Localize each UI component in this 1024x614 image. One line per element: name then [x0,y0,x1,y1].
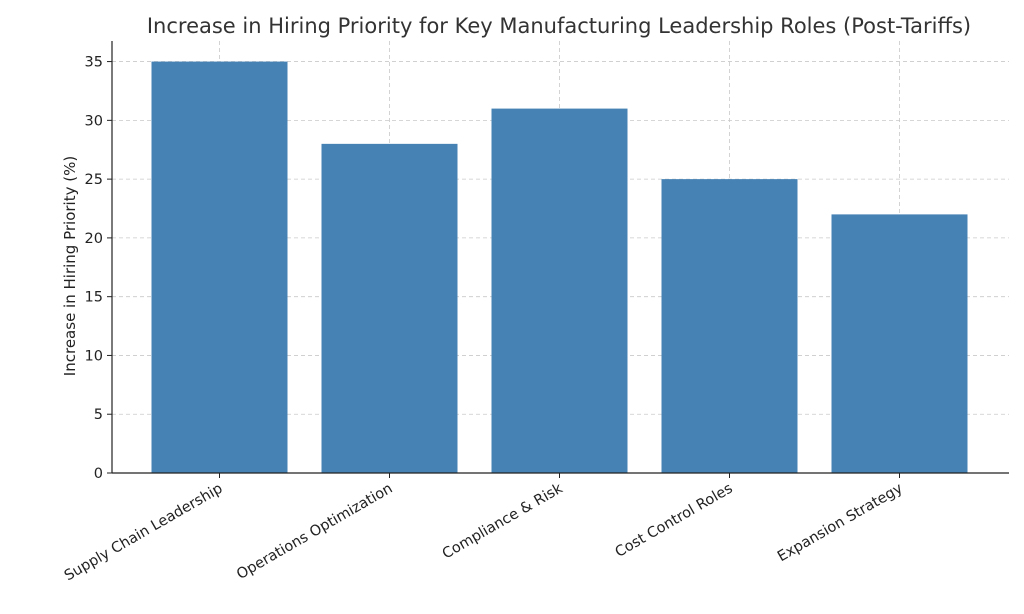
chart-title: Increase in Hiring Priority for Key Manu… [147,14,971,38]
y-tick-label: 30 [85,113,103,129]
x-tick-label: Operations Optimization [234,481,395,583]
y-tick-label: 10 [85,348,103,364]
bar-operations-optimization [321,143,458,473]
bar-compliance-risk [491,108,628,474]
y-tick-label: 0 [94,466,103,482]
y-tick-labels: 0 5 10 15 20 25 30 35 [85,55,103,482]
bars-layer [151,61,968,474]
y-axis-label: Increase in Hiring Priority (%) [61,156,79,376]
y-tick-label: 15 [85,290,103,306]
x-tick-label: Supply Chain Leadership [62,481,226,585]
x-tick-labels: Supply Chain Leadership Operations Optimi… [62,480,906,584]
axes-layer [107,41,1009,478]
y-tick-label: 35 [85,55,103,71]
bar-expansion-strategy [831,214,968,473]
y-tick-label: 5 [94,407,103,423]
y-tick-label: 20 [85,231,103,247]
bar-cost-control-roles [661,179,798,474]
bar-supply-chain-leadership [151,61,288,473]
y-tick-label: 25 [85,172,103,188]
x-tick-label: Compliance & Risk [440,480,566,562]
x-tick-label: Cost Control Roles [613,481,736,561]
x-tick-label: Expansion Strategy [775,480,906,565]
